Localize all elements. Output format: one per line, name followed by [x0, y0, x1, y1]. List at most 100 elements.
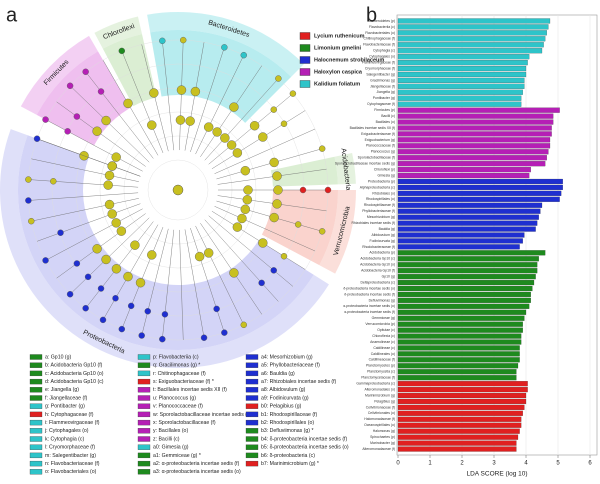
node	[275, 75, 282, 82]
branch	[102, 224, 159, 321]
category-label: Flavobacteriia (c)	[369, 25, 395, 29]
node	[50, 178, 57, 185]
category-label: Planctomycetes (p)	[366, 364, 395, 368]
bar	[397, 279, 535, 286]
key-label: k: Cytophagia (c)	[45, 436, 84, 442]
key-label: u: Planococcus (g)	[153, 395, 196, 401]
node	[66, 82, 74, 90]
category-label: Sporolactobacillaceae incertae sedis (g)	[335, 162, 395, 166]
category-label: Cytophagales (o)	[369, 55, 395, 59]
bar	[397, 440, 517, 446]
bar	[397, 65, 527, 72]
key-swatch	[137, 460, 151, 467]
bar	[397, 303, 530, 309]
key-label: r: Chitinophagaceae (f)	[153, 371, 206, 377]
key-label: c: Acidobacteria Gp10 (o)	[45, 371, 104, 377]
bar	[397, 291, 531, 298]
bar	[397, 42, 544, 48]
branch	[36, 138, 141, 177]
category-label: Phyllobacteriaceae (f)	[362, 209, 395, 213]
branch	[217, 168, 327, 185]
bar	[397, 428, 520, 434]
key-swatch	[245, 362, 259, 368]
branch	[69, 217, 150, 295]
key-label: a4: Mesorhizobium (g)	[261, 354, 313, 360]
key-swatch	[29, 395, 43, 401]
node	[240, 166, 250, 176]
node	[272, 199, 282, 209]
category-label: Bacteroidetes (p)	[369, 19, 395, 23]
branch	[216, 148, 323, 180]
node	[101, 115, 111, 126]
category-label: δ-proteobacteria incertae sedis (o)	[343, 286, 395, 290]
node	[138, 332, 145, 339]
bar	[397, 83, 525, 89]
clade-label-band	[94, 16, 143, 49]
key-label: e: Jiangella (g)	[45, 387, 79, 393]
branch	[200, 223, 263, 315]
key-label: o: Flavobacteriales (o)	[45, 469, 97, 475]
node	[92, 244, 102, 254]
key-label: b5: δ-proteobacteria incertae sedis (o)	[261, 445, 349, 451]
key-label: a3: α-proteobacteria incertae sedis (o)	[153, 469, 241, 475]
bar	[397, 404, 525, 410]
node	[82, 305, 89, 312]
category-label: Acidobacteria Gp10 (c)	[360, 257, 395, 261]
category-label: Sporolactobacillaceae (f)	[358, 156, 395, 160]
bar	[397, 36, 546, 42]
bar	[397, 238, 523, 244]
key-label: x: Sporolactobacillaceae (f)	[153, 420, 216, 426]
branch	[214, 206, 316, 252]
bar	[397, 446, 517, 452]
category-label: Halomonas (g)	[373, 429, 395, 433]
node	[25, 176, 32, 183]
legend-swatch	[299, 80, 311, 88]
node	[144, 308, 151, 315]
branch	[190, 227, 225, 333]
legend-label: Kalidium foliatum	[314, 81, 360, 87]
key-label: a6: Bauldia (g)	[261, 371, 295, 377]
legend-swatch	[299, 56, 311, 64]
category-label: Cryomorphaceae (f)	[365, 66, 395, 70]
node	[149, 88, 159, 98]
legend-label: Haloxylon caspica	[314, 69, 363, 75]
branch	[56, 101, 146, 167]
key-label: b3: Defluviimonas (g) *	[261, 428, 313, 434]
key-swatch	[29, 460, 43, 467]
node	[159, 37, 166, 45]
branch	[36, 203, 141, 242]
bar	[397, 60, 528, 66]
bar	[397, 309, 527, 315]
bar	[397, 232, 525, 238]
category-label: Pelagibius (g)	[374, 399, 395, 403]
category-label: α-proteobacteria incertae sedis (f)	[344, 310, 395, 314]
node	[73, 260, 81, 267]
node	[42, 116, 49, 123]
clade-sector	[150, 30, 292, 123]
key-label: b: Acidobacteria Gp10 (f)	[45, 363, 103, 369]
bar	[397, 184, 563, 191]
x-tick-label: 0	[396, 461, 400, 467]
key-swatch	[137, 469, 151, 475]
bar	[397, 226, 536, 232]
node	[273, 185, 283, 195]
key-swatch	[245, 436, 259, 442]
category-label: Caldilineae (c)	[373, 346, 395, 350]
node	[294, 221, 302, 228]
branch	[190, 47, 225, 153]
key-label: b0: Pelagibius (g)	[261, 404, 302, 410]
category-label: Chloroflexia (c)	[372, 334, 395, 338]
node	[73, 113, 81, 120]
branch	[216, 200, 323, 232]
category-label: Alteromonadales (o)	[364, 387, 395, 391]
key-swatch	[29, 387, 43, 393]
bar	[397, 416, 522, 422]
category-label: Bauldia (g)	[379, 227, 395, 231]
bar	[397, 77, 525, 83]
key-label: a9: Fodinicurvata (g)	[261, 395, 309, 401]
category-label: Verrucomicrobia (p)	[365, 322, 395, 326]
branch	[28, 179, 139, 188]
bar	[397, 125, 552, 131]
node	[130, 240, 140, 250]
node	[200, 334, 208, 341]
